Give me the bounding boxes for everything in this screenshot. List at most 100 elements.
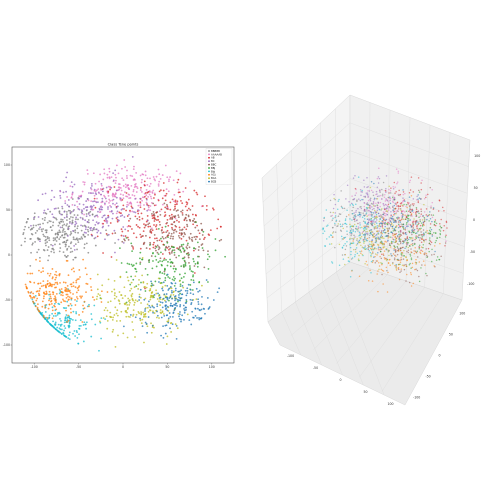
point-3d [387, 207, 389, 210]
point-ab [191, 205, 194, 207]
point-3d [357, 230, 359, 232]
point-3d [445, 240, 447, 242]
point-3d [357, 176, 360, 178]
point-bbc [172, 229, 175, 232]
point-3d [368, 236, 371, 239]
point-bbc [188, 246, 191, 249]
point-bbbbb [31, 228, 33, 230]
point-bbbbb [45, 244, 47, 247]
point-bbc [147, 223, 149, 226]
point-3d [374, 247, 376, 249]
point-bbc [192, 219, 194, 222]
point-ab [165, 192, 168, 195]
point-bbc [154, 218, 157, 221]
point-bbc [159, 213, 162, 216]
point-3d [425, 196, 427, 199]
point-aaaaab [124, 186, 127, 189]
point-aaaaab [125, 174, 128, 177]
point-3d [445, 234, 447, 236]
point-3d [410, 273, 412, 276]
point-bbj [76, 331, 78, 334]
point-3d [382, 213, 385, 216]
point-3d [371, 206, 373, 208]
point-3d [399, 261, 402, 264]
point-bbbbb [64, 245, 67, 248]
point-bbj [72, 310, 75, 313]
point-3d [372, 260, 375, 262]
point-3d [416, 225, 418, 228]
point-3d [383, 212, 386, 214]
point-3d [389, 192, 392, 194]
point-3d [387, 239, 389, 242]
point-3d [423, 239, 425, 241]
point-3d [385, 188, 387, 190]
point-3d [371, 208, 374, 211]
point-aaaaab [109, 185, 111, 188]
point-3d [370, 255, 372, 258]
point-3d [345, 245, 348, 247]
point-bcb [178, 315, 180, 318]
point-aaaaab [119, 193, 122, 196]
point-3d [330, 243, 333, 245]
point-bcb [169, 327, 171, 330]
point-aaaaab [126, 201, 129, 204]
point-3d [403, 264, 405, 267]
point-bcb [177, 299, 180, 302]
point-3d [411, 233, 413, 236]
point-3d [421, 264, 423, 266]
point-bc [146, 219, 149, 222]
point-3d [378, 220, 381, 223]
point-bbj [144, 267, 147, 270]
point-ab [130, 205, 133, 208]
point-aaaaab [128, 202, 131, 205]
point-3d [385, 248, 388, 251]
point-3d [418, 247, 420, 250]
point-3d [439, 242, 441, 245]
point-bbc [191, 236, 194, 239]
point-3d [406, 250, 408, 253]
point-bbj [63, 307, 66, 310]
point-ab [196, 193, 199, 196]
point-3d [425, 231, 427, 233]
point-3d [331, 227, 334, 229]
point-bbbbb [53, 251, 55, 254]
point-bcb [174, 287, 177, 290]
point-3d [420, 208, 422, 210]
point-bca [116, 309, 119, 312]
point-bbj [90, 318, 93, 321]
point-3d [418, 239, 421, 241]
point-3d [410, 251, 412, 253]
point-agj [59, 282, 61, 284]
point-3d [434, 224, 437, 227]
point-bca [170, 321, 173, 324]
point-bca [170, 294, 172, 296]
point-agj [70, 268, 73, 271]
point-bc [90, 207, 93, 209]
point-bbj [75, 311, 78, 313]
point-aaaaab [115, 212, 118, 215]
point-bcb [146, 331, 149, 334]
point-3d [377, 233, 380, 235]
point-3d [402, 205, 404, 207]
point-3d [405, 225, 408, 228]
point-bbj [154, 280, 157, 283]
point-bbbbb [61, 226, 64, 229]
point-3d [368, 234, 371, 237]
point-aaaaab [108, 202, 110, 204]
point-bc [59, 189, 62, 192]
point-bbj [46, 320, 49, 323]
point-agj [70, 297, 73, 300]
point-aaaaab [148, 185, 151, 188]
point-bca [157, 277, 160, 280]
point-3d [406, 239, 409, 242]
point-3d [369, 247, 372, 250]
point-3d [379, 205, 381, 208]
point-agj [50, 283, 52, 286]
point-aaaaab [102, 178, 105, 181]
point-ab [181, 202, 184, 205]
point-bbc [175, 230, 178, 233]
point-3d [411, 266, 414, 269]
point-ab [105, 233, 108, 235]
point-aaaaab [165, 188, 168, 191]
legend-marker [208, 180, 210, 183]
